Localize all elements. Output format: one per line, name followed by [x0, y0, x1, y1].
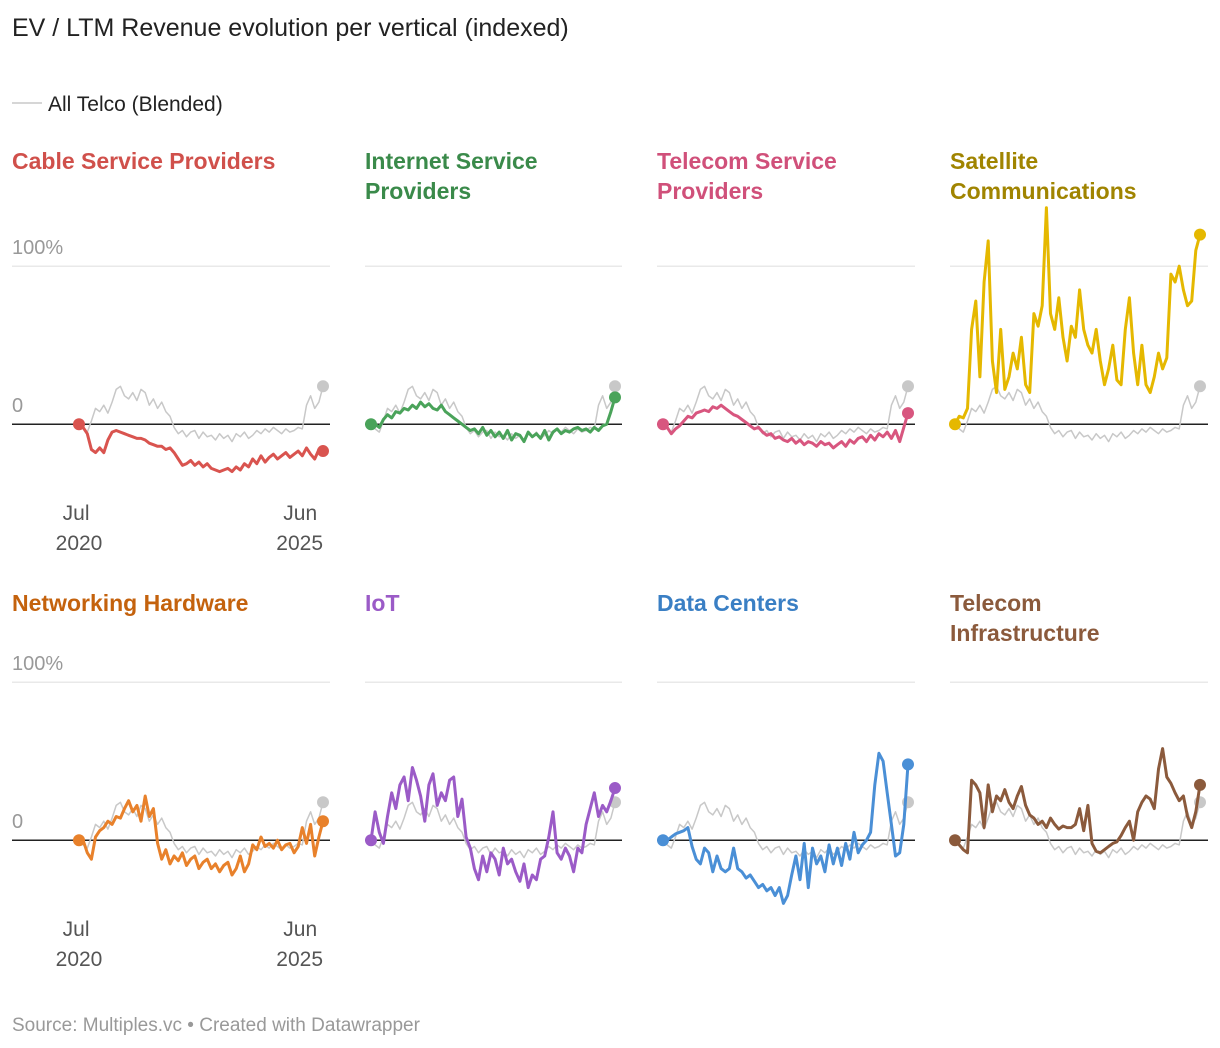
line — [663, 751, 910, 905]
line — [662, 403, 910, 450]
end-dot — [949, 418, 961, 431]
chart-title: EV / LTM Revenue evolution per vertical … — [12, 14, 569, 42]
end-dot — [902, 380, 914, 393]
line — [369, 766, 617, 890]
y-tick-label: 0 — [12, 811, 23, 833]
line — [953, 747, 1202, 855]
panel-title: Cable Service Providers — [12, 148, 276, 174]
line — [954, 385, 1201, 443]
source: Source: Multiples.vc • Created with Data… — [12, 1015, 421, 1036]
line — [662, 385, 909, 443]
end-dot — [1194, 228, 1206, 241]
y-tick-label: 100% — [12, 237, 63, 259]
end-dot — [73, 834, 85, 847]
end-dot — [317, 445, 329, 458]
end-dot — [949, 834, 961, 847]
end-dot — [657, 418, 669, 431]
line — [78, 423, 324, 474]
x-tick-label: Jul 2020 — [56, 502, 103, 555]
end-dot — [902, 407, 914, 420]
end-dot — [317, 380, 329, 393]
line — [78, 385, 324, 443]
panel-title: Satellite Communications — [950, 148, 1137, 204]
end-dot — [317, 815, 329, 828]
end-dot — [1194, 380, 1206, 393]
end-dot — [902, 758, 914, 771]
panel-title: IoT — [365, 590, 400, 616]
line — [370, 801, 616, 859]
legend-label: All Telco (Blended) — [48, 93, 223, 116]
panel-title: Data Centers — [657, 590, 799, 616]
y-tick-label: 100% — [12, 653, 63, 675]
end-dot — [609, 380, 621, 393]
x-tick-label: Jul 2020 — [56, 918, 103, 971]
end-dot — [317, 796, 329, 809]
line — [371, 396, 617, 444]
end-dot — [73, 418, 85, 431]
end-dot — [1194, 778, 1206, 791]
panel-title: Telecom Service Providers — [657, 148, 837, 204]
x-tick-label: Jun 2025 — [276, 918, 323, 971]
line — [662, 801, 909, 859]
x-tick-label: Jun 2025 — [276, 502, 323, 555]
panel-title: Telecom Infrastructure — [950, 590, 1100, 646]
end-dot — [609, 782, 621, 795]
end-dot — [657, 834, 669, 847]
end-dot — [365, 418, 377, 431]
end-dot — [365, 834, 377, 847]
end-dot — [609, 391, 621, 404]
panel-title: Networking Hardware — [12, 590, 249, 616]
line — [953, 206, 1202, 425]
panel-title: Internet Service Providers — [365, 148, 538, 204]
line — [79, 794, 325, 877]
line — [78, 801, 324, 859]
y-tick-label: 0 — [12, 395, 23, 417]
